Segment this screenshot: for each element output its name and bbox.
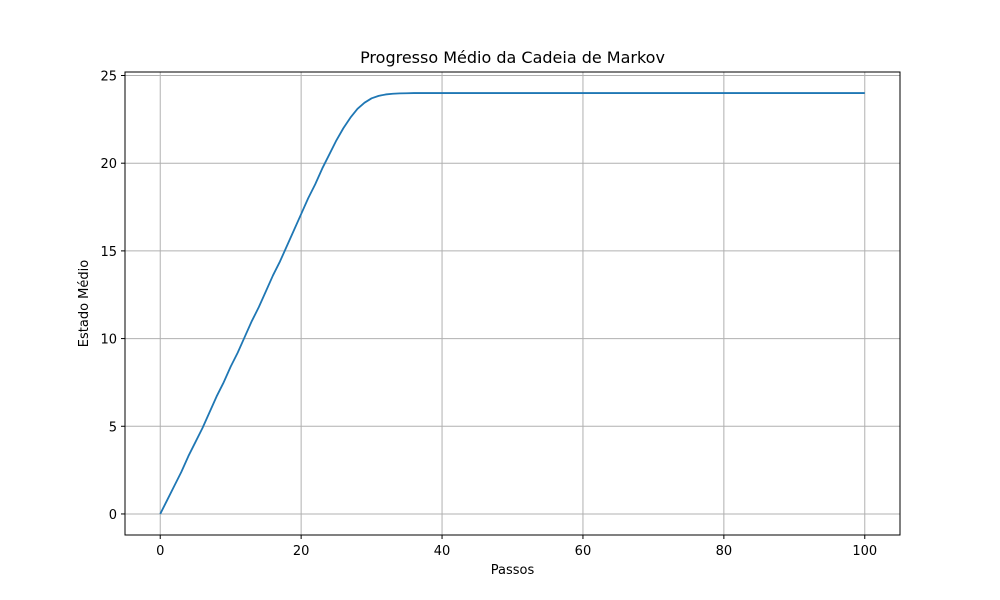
series-line <box>159 92 865 515</box>
series-layer <box>159 92 865 515</box>
x-tick-label: 20 <box>293 544 310 559</box>
x-tick-label: 0 <box>156 544 164 559</box>
plot-frame <box>124 71 901 536</box>
y-axis-label: Estado Médio <box>77 260 92 347</box>
y-tick-label: 15 <box>100 245 117 260</box>
y-tick-label: 10 <box>100 333 117 348</box>
y-tick-label: 20 <box>100 157 117 172</box>
grid <box>125 72 900 535</box>
chart-title: Progresso Médio da Cadeia de Markov <box>360 48 665 67</box>
x-tick-label: 80 <box>716 544 733 559</box>
ticks: 0 20 40 60 80 100 0 5 10 15 20 25 <box>100 70 877 559</box>
x-tick-label: 100 <box>852 544 877 559</box>
x-tick-label: 40 <box>434 544 451 559</box>
y-tick-label: 5 <box>109 420 117 435</box>
y-tick-label: 0 <box>109 508 117 523</box>
x-tick-label: 60 <box>575 544 592 559</box>
x-axis-label: Passos <box>491 563 535 578</box>
y-tick-label: 25 <box>100 70 117 85</box>
